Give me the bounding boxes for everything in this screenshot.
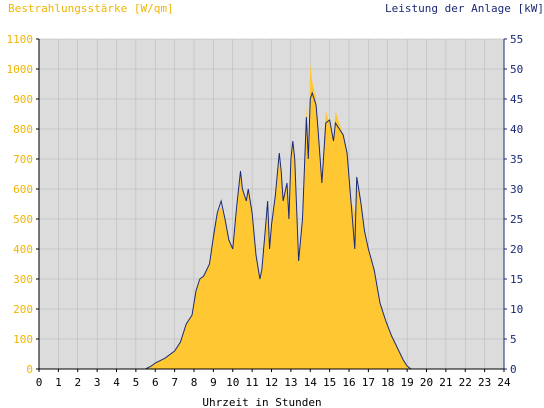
x-tick-label: 10	[226, 376, 239, 389]
right-tick-label: 25	[510, 213, 523, 226]
left-tick-label: 300	[13, 273, 33, 286]
x-tick-label: 19	[401, 376, 414, 389]
x-tick-label: 9	[210, 376, 217, 389]
left-tick-label: 100	[13, 333, 33, 346]
x-tick-label: 23	[478, 376, 491, 389]
x-tick-label: 22	[459, 376, 472, 389]
x-tick-label: 11	[246, 376, 259, 389]
x-axis-ticks: 0 1 2 3 4 5 6 7 8 9 10 11 12 13 14 15 16 17 18 19 20 21 22 23 24	[36, 369, 511, 389]
x-tick-label: 5	[133, 376, 140, 389]
right-tick-label: 30	[510, 183, 523, 196]
left-tick-label: 1000	[7, 63, 34, 76]
left-axis-ticks: 0 100 200 300 400 500 600 700 800 900 1000 1100	[7, 33, 39, 376]
left-tick-label: 900	[13, 93, 33, 106]
left-tick-label: 0	[26, 363, 33, 376]
left-tick-label: 500	[13, 213, 33, 226]
x-tick-label: 17	[362, 376, 375, 389]
left-tick-label: 600	[13, 183, 33, 196]
power-line	[39, 91, 504, 370]
left-tick-label: 1100	[7, 33, 34, 46]
right-tick-label: 0	[510, 363, 517, 376]
left-tick-label: 700	[13, 153, 33, 166]
x-tick-label: 13	[284, 376, 297, 389]
x-tick-label: 21	[439, 376, 452, 389]
x-tick-label: 8	[191, 376, 198, 389]
right-tick-label: 10	[510, 303, 523, 316]
x-tick-label: 12	[265, 376, 278, 389]
grid-lines	[38, 38, 505, 370]
x-tick-label: 14	[304, 376, 318, 389]
right-axis-ticks: 0 5 10 15 20 25 30 35 40 45 50 55	[504, 33, 523, 376]
x-tick-label: 24	[497, 376, 511, 389]
x-tick-label: 18	[381, 376, 394, 389]
x-tick-label: 20	[420, 376, 433, 389]
left-tick-label: 800	[13, 123, 33, 136]
x-tick-label: 3	[94, 376, 101, 389]
right-tick-label: 40	[510, 123, 523, 136]
right-tick-label: 15	[510, 273, 523, 286]
irradiance-area	[39, 63, 504, 369]
x-tick-label: 1	[55, 376, 62, 389]
x-tick-label: 4	[113, 376, 120, 389]
x-tick-label: 15	[323, 376, 336, 389]
left-tick-label: 200	[13, 303, 33, 316]
right-tick-label: 45	[510, 93, 523, 106]
x-tick-label: 16	[342, 376, 355, 389]
x-axis-title: Uhrzeit in Stunden	[202, 396, 321, 408]
right-tick-label: 55	[510, 33, 523, 46]
right-tick-label: 5	[510, 333, 517, 346]
left-axis-title: Bestrahlungsstärke [W/qm]	[8, 2, 174, 15]
right-tick-label: 35	[510, 153, 523, 166]
x-tick-label: 7	[171, 376, 178, 389]
right-axis-title: Leistung der Anlage [kW]	[385, 2, 544, 15]
left-tick-label: 400	[13, 243, 33, 256]
right-tick-label: 50	[510, 63, 523, 76]
x-tick-label: 2	[74, 376, 81, 389]
x-tick-label: 0	[36, 376, 43, 389]
x-tick-label: 6	[152, 376, 159, 389]
right-tick-label: 20	[510, 243, 523, 256]
